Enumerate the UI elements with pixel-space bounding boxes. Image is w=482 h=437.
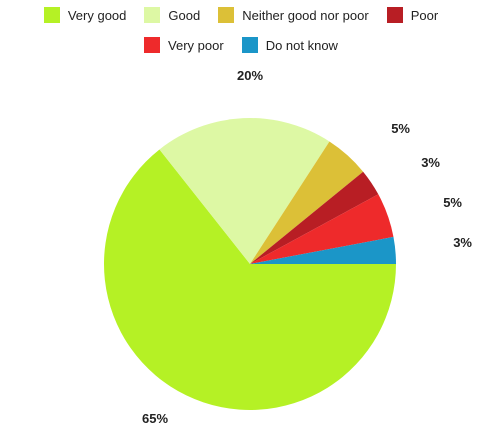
legend-item-neither[interactable]: Neither good nor poor	[218, 7, 368, 23]
legend-item-poor[interactable]: Poor	[387, 7, 438, 23]
value-label-neither: 5%	[391, 121, 410, 136]
legend-label: Poor	[411, 8, 438, 23]
legend-item-good[interactable]: Good	[144, 7, 200, 23]
legend-row: Very poor Do not know	[0, 34, 482, 56]
legend-label: Very good	[68, 8, 127, 23]
legend-swatch	[387, 7, 403, 23]
legend-item-do-not-know[interactable]: Do not know	[242, 37, 338, 53]
legend-label: Very poor	[168, 38, 224, 53]
value-label-poor: 3%	[421, 155, 440, 170]
legend-swatch	[144, 7, 160, 23]
value-label-very-poor: 5%	[443, 195, 462, 210]
legend-label: Neither good nor poor	[242, 8, 368, 23]
legend-row: Very good Good Neither good nor poor Poo…	[0, 4, 482, 26]
legend-swatch	[218, 7, 234, 23]
legend-item-very-poor[interactable]: Very poor	[144, 37, 224, 53]
legend: Very good Good Neither good nor poor Poo…	[0, 4, 482, 64]
legend-item-very-good[interactable]: Very good	[44, 7, 127, 23]
legend-swatch	[144, 37, 160, 53]
legend-label: Do not know	[266, 38, 338, 53]
value-label-very-good: 65%	[142, 411, 168, 426]
value-label-good: 20%	[237, 68, 263, 83]
value-label-do-not-know: 3%	[453, 235, 472, 250]
legend-swatch	[44, 7, 60, 23]
legend-label: Good	[168, 8, 200, 23]
legend-swatch	[242, 37, 258, 53]
pie-slices	[104, 118, 396, 410]
